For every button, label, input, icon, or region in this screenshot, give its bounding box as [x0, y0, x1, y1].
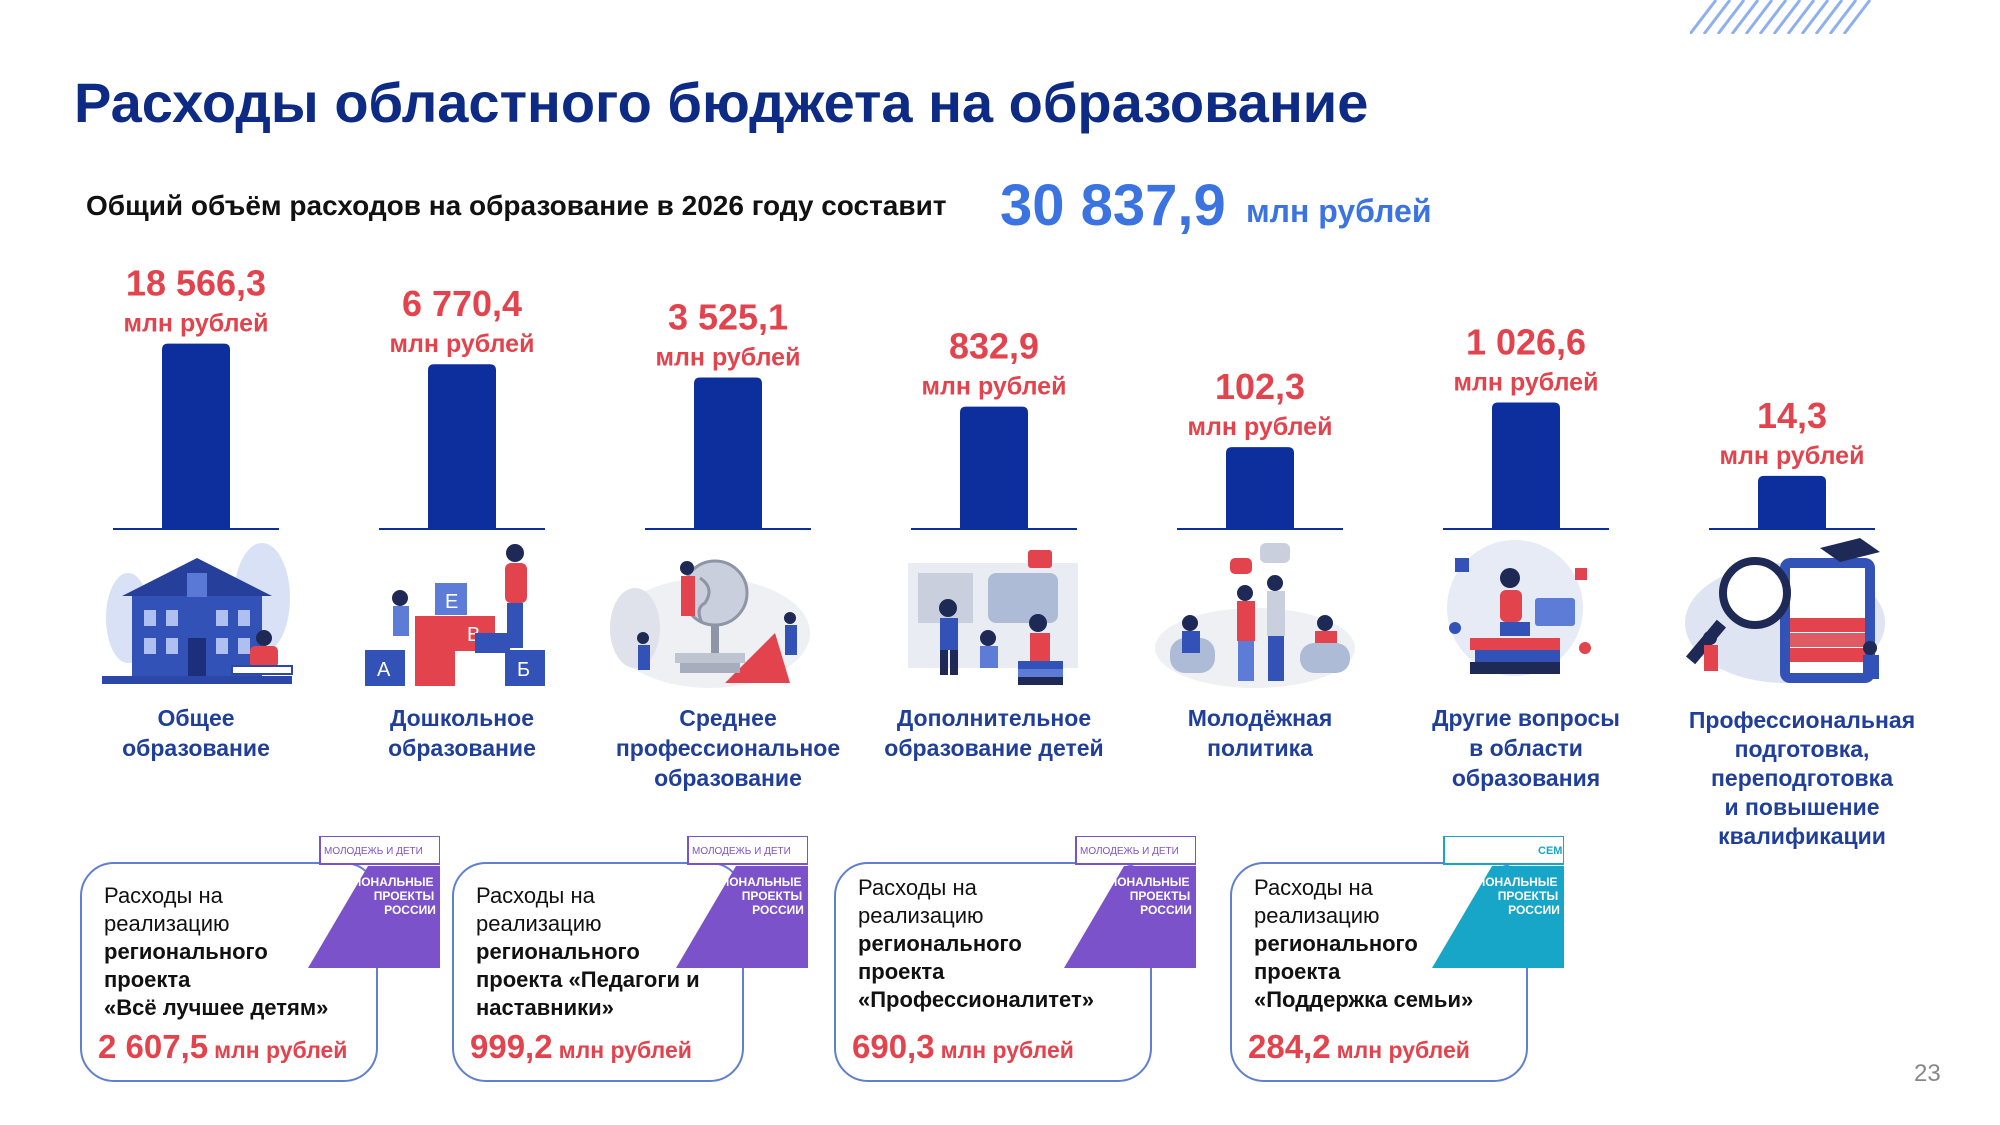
- project-name: регионального проекта «Поддержка семьи»: [1254, 931, 1474, 1012]
- bar-unit-label: млн рублей: [1454, 368, 1599, 396]
- project-intro: Расходы на реализацию: [858, 875, 984, 928]
- category-label: Другие вопросы в области образования: [1432, 705, 1620, 791]
- bar-unit-label: млн рублей: [124, 310, 269, 338]
- bar-value-label: 1 026,6: [1466, 321, 1586, 362]
- svg-text:ПРОЕКТЫ: ПРОЕКТЫ: [374, 889, 435, 903]
- svg-text:Е: Е: [445, 591, 458, 613]
- svg-text:А: А: [377, 659, 391, 681]
- project-unit: млн рублей: [214, 1037, 348, 1063]
- bar-value-label: 18 566,3: [126, 263, 266, 304]
- project-value: 2 607,5: [98, 1028, 209, 1065]
- badge-top-text: МОЛОДЕЖЬ И ДЕТИ: [692, 846, 791, 857]
- project-name: регионального проекта «Профессионалитет»: [858, 931, 1095, 1012]
- category-label: Среднее профессиональное образование: [615, 705, 841, 791]
- national-project-card: Расходы на реализацию регионального прое…: [80, 862, 378, 1082]
- badge-top-text: МОЛОДЕЖЬ И ДЕТИ: [324, 846, 423, 857]
- svg-text:НАЦИОНАЛЬНЫЕ: НАЦИОНАЛЬНЫЕ: [1451, 875, 1558, 889]
- bar-unit-label: млн рублей: [390, 330, 535, 358]
- project-unit: млн рублей: [558, 1037, 692, 1063]
- svg-text:НАЦИОНАЛЬНЫЕ: НАЦИОНАЛЬНЫЕ: [327, 875, 434, 889]
- category-label: Общее образование: [122, 705, 270, 761]
- category-label: Молодёжная политика: [1187, 705, 1333, 761]
- school-building-illustration: [102, 543, 293, 684]
- project-description: Расходы на реализацию регионального прое…: [104, 882, 374, 1022]
- national-projects-logo: МОЛОДЕЖЬ И ДЕТИ НАЦИОНАЛЬНЫЕ ПРОЕКТЫ РОС…: [676, 836, 808, 968]
- project-name: регионального проекта «Всё лучшее детям»: [104, 939, 329, 1020]
- project-value: 690,3: [852, 1028, 935, 1065]
- bar-value-label: 102,3: [1215, 366, 1305, 407]
- bar-chart: 18 566,3 млн рублей 6 770,4 млн рублей 3 525…: [113, 263, 1875, 530]
- bar-value-label: 14,3: [1757, 395, 1827, 436]
- bar: [162, 343, 230, 530]
- bar-value-label: 6 770,4: [402, 283, 522, 324]
- svg-text:РОССИИ: РОССИИ: [384, 903, 436, 917]
- category-label: Дошкольное образование: [388, 705, 536, 761]
- project-amount: 2 607,5 млн рублей: [98, 1028, 347, 1066]
- project-intro: Расходы на реализацию: [104, 883, 230, 936]
- project-unit: млн рублей: [1336, 1037, 1470, 1063]
- national-project-card: Расходы на реализацию регионального прое…: [452, 862, 744, 1082]
- bar-unit-label: млн рублей: [656, 344, 801, 372]
- svg-text:НАЦИОНАЛЬНЫЕ: НАЦИОНАЛЬНЫЕ: [695, 875, 802, 889]
- svg-text:РОССИИ: РОССИИ: [1140, 903, 1192, 917]
- project-intro: Расходы на реализацию: [1254, 875, 1380, 928]
- bar: [1492, 402, 1560, 530]
- total-unit: млн рублей: [1246, 193, 1432, 229]
- bar-unit-label: млн рублей: [922, 373, 1067, 401]
- badge-top-text: СЕМЬЯ: [1538, 845, 1564, 857]
- svg-text:РОССИИ: РОССИИ: [1508, 903, 1560, 917]
- national-projects-logo: СЕМЬЯ НАЦИОНАЛЬНЫЕ ПРОЕКТЫ РОССИИ: [1432, 836, 1564, 968]
- bar: [428, 364, 496, 530]
- bar-unit-label: млн рублей: [1188, 413, 1333, 441]
- youth-group-illustration: [1155, 543, 1355, 688]
- project-value: 999,2: [470, 1028, 553, 1065]
- student-books-illustration: [1447, 540, 1591, 676]
- bar-unit-label: млн рублей: [1720, 442, 1865, 470]
- magnifier-book-illustration: [1685, 538, 1885, 683]
- category-label: Профессиональная подготовка, переподгото…: [1688, 707, 1916, 849]
- svg-text:ПРОЕКТЫ: ПРОЕКТЫ: [742, 889, 803, 903]
- svg-text:ПРОЕКТЫ: ПРОЕКТЫ: [1498, 889, 1559, 903]
- total-value: 30 837,9: [1000, 173, 1226, 238]
- project-description: Расходы на реализацию регионального прое…: [1254, 874, 1524, 1014]
- bar: [1758, 475, 1826, 530]
- globe-geometry-illustration: [610, 559, 810, 688]
- page-number: 23: [1914, 1060, 1941, 1087]
- project-amount: 284,2 млн рублей: [1248, 1028, 1470, 1066]
- badge-top-text: МОЛОДЕЖЬ И ДЕТИ: [1080, 846, 1179, 857]
- national-project-card: Расходы на реализацию регионального прое…: [834, 862, 1152, 1082]
- svg-text:ПРОЕКТЫ: ПРОЕКТЫ: [1130, 889, 1191, 903]
- decorative-stripes: [1690, 0, 1872, 34]
- bar: [694, 377, 762, 530]
- national-projects-logo: МОЛОДЕЖЬ И ДЕТИ НАЦИОНАЛЬНЫЕ ПРОЕКТЫ РОС…: [1064, 836, 1196, 968]
- svg-text:Б: Б: [517, 659, 530, 681]
- project-intro: Расходы на реализацию: [476, 883, 602, 936]
- project-value: 284,2: [1248, 1028, 1331, 1065]
- project-description: Расходы на реализацию регионального прое…: [476, 882, 746, 1022]
- project-unit: млн рублей: [940, 1037, 1074, 1063]
- kids-reading-illustration: [908, 550, 1078, 685]
- total-text: Общий объём расходов на образование в 20…: [86, 190, 947, 221]
- svg-text:НАЦИОНАЛЬНЫЕ: НАЦИОНАЛЬНЫЕ: [1083, 875, 1190, 889]
- bar-value-label: 3 525,1: [668, 297, 788, 338]
- page-title: Расходы областного бюджета на образовани…: [74, 71, 1369, 134]
- project-name: регионального проекта «Педагоги и настав…: [476, 939, 700, 1020]
- project-description: Расходы на реализацию регионального прое…: [858, 874, 1128, 1014]
- alphabet-blocks-illustration: Е В А Б: [365, 544, 545, 686]
- svg-text:РОССИИ: РОССИИ: [752, 903, 804, 917]
- bar: [960, 406, 1028, 530]
- national-projects-logo: МОЛОДЕЖЬ И ДЕТИ НАЦИОНАЛЬНЫЕ ПРОЕКТЫ РОС…: [308, 836, 440, 968]
- project-amount: 999,2 млн рублей: [470, 1028, 692, 1066]
- bar: [1226, 447, 1294, 530]
- category-label: Дополнительное образование детей: [884, 705, 1104, 761]
- bar-value-label: 832,9: [949, 326, 1039, 367]
- project-amount: 690,3 млн рублей: [852, 1028, 1074, 1066]
